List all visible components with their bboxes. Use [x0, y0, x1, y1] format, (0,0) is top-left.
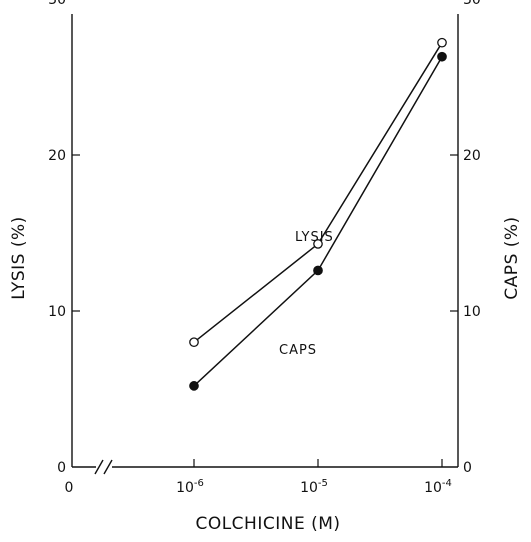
y-tick-label-right: 20 [463, 148, 481, 164]
series-line-caps [193, 56, 443, 387]
y-tick-label-left: 10 [48, 304, 66, 320]
x-tick-label: 10-5 [300, 478, 328, 496]
x-tick-label-zero: 0 [65, 480, 74, 496]
series-line-lysis [193, 42, 443, 343]
data-point-caps [313, 265, 323, 276]
series-layer [189, 37, 447, 391]
y-tick-label-left: 30 [48, 0, 66, 8]
y-tick-label-right: 10 [463, 304, 481, 320]
axis-break-mark [103, 459, 113, 475]
x-axis-title: COLCHICINE (M) [195, 514, 340, 534]
x-tick-label: 10-6 [176, 478, 204, 496]
y-tick-label-right: 0 [463, 460, 472, 476]
data-point-lysis [313, 239, 323, 249]
y-axis-title-left: LYSIS (%) [9, 216, 29, 300]
y-tick-label-left: 20 [48, 148, 66, 164]
y-tick-label-right: 30 [463, 0, 481, 8]
data-point-caps [437, 51, 447, 62]
series-label-caps: CAPS [279, 343, 317, 358]
y-tick-label-left: 0 [57, 460, 66, 476]
y-axis-title-right: CAPS (%) [502, 216, 522, 299]
axis-break-mark [94, 459, 104, 475]
data-point-lysis [189, 337, 199, 348]
x-tick-label: 10-4 [424, 478, 452, 496]
data-point-lysis [437, 37, 447, 48]
series-label-lysis: LYSIS [295, 230, 334, 245]
ticks: 0 0 10 10 20 20 30 30 0 10-6 10-5 10-4 [48, 0, 481, 496]
data-point-caps [189, 381, 199, 391]
axes [71, 14, 459, 475]
